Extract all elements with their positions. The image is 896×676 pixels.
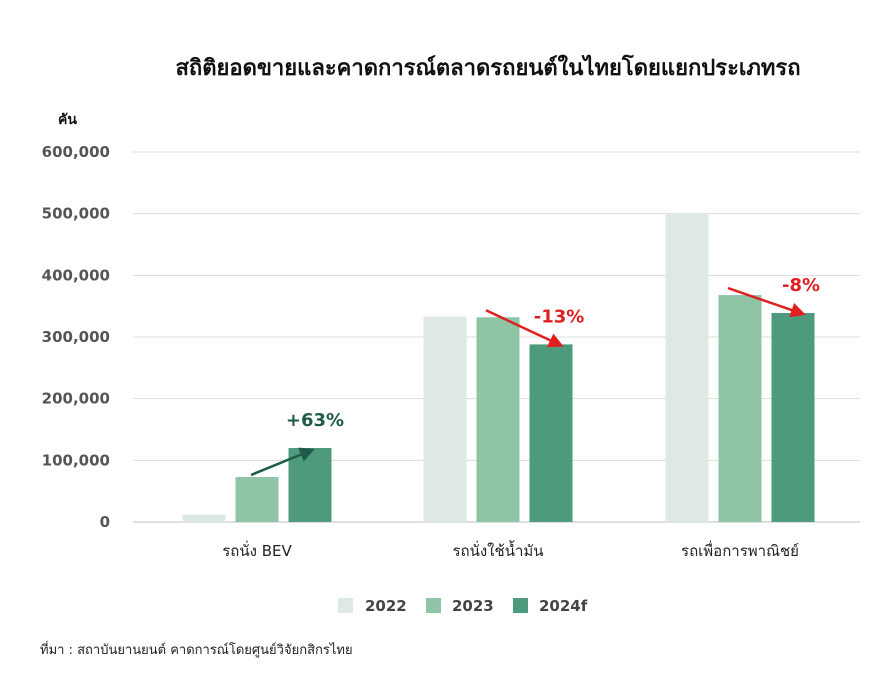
- legend-label: 2023: [452, 597, 494, 615]
- y-tick-label: 600,000: [42, 143, 110, 161]
- y-axis-ticks: 0 100,000 200,000 300,000 400,000 500,000 600,…: [42, 143, 110, 531]
- bar-2024f-2: [771, 312, 815, 522]
- y-tick-label: 500,000: [42, 205, 110, 223]
- source-note: ที่มา : สถาบันยานยนต์ คาดการณ์โดยศูนย์วิ…: [40, 641, 353, 658]
- y-tick-label: 100,000: [42, 451, 110, 469]
- category-label: รถเพื่อการพาณิชย์: [681, 540, 799, 560]
- legend-swatch: [513, 598, 528, 613]
- category-label: รถนั่งใช้น้ำมัน: [452, 540, 543, 560]
- y-tick-label: 300,000: [42, 328, 110, 346]
- annotations: +63% -13% -8%: [250, 275, 820, 477]
- bar-2024f-1: [529, 344, 573, 522]
- y-tick-label: 400,000: [42, 266, 110, 284]
- category-label: รถนั่ง BEV: [222, 540, 292, 560]
- bar-2023-0: [235, 476, 279, 522]
- change-arrow: [727, 286, 806, 318]
- y-tick-label: 200,000: [42, 390, 110, 408]
- bar-2024f-0: [288, 448, 332, 522]
- chart-title: สถิติยอดขายและคาดการณ์ตลาดรถยนต์ในไทยโดย…: [175, 54, 800, 81]
- y-tick-label: 0: [100, 513, 110, 531]
- bars: [182, 214, 815, 523]
- change-arrow: [250, 447, 315, 477]
- change-label: -8%: [782, 275, 820, 296]
- legend-label: 2024f: [539, 597, 588, 615]
- legend-swatch: [426, 598, 441, 613]
- y-axis-label: คัน: [58, 112, 77, 128]
- bar-2022-0: [182, 514, 226, 522]
- bar-2023-1: [476, 317, 520, 522]
- change-label: +63%: [286, 410, 344, 431]
- legend-label: 2022: [365, 597, 407, 615]
- legend-swatch: [338, 598, 353, 613]
- change-label: -13%: [534, 306, 585, 327]
- bar-2022-1: [423, 316, 467, 522]
- legend: 2022 2023 2024f: [338, 597, 588, 615]
- bar-2023-2: [718, 295, 762, 522]
- change-arrow: [485, 309, 564, 348]
- category-labels: รถนั่ง BEV รถนั่งใช้น้ำมัน รถเพื่อการพาณิช…: [222, 540, 799, 560]
- bar-2022-2: [665, 214, 709, 523]
